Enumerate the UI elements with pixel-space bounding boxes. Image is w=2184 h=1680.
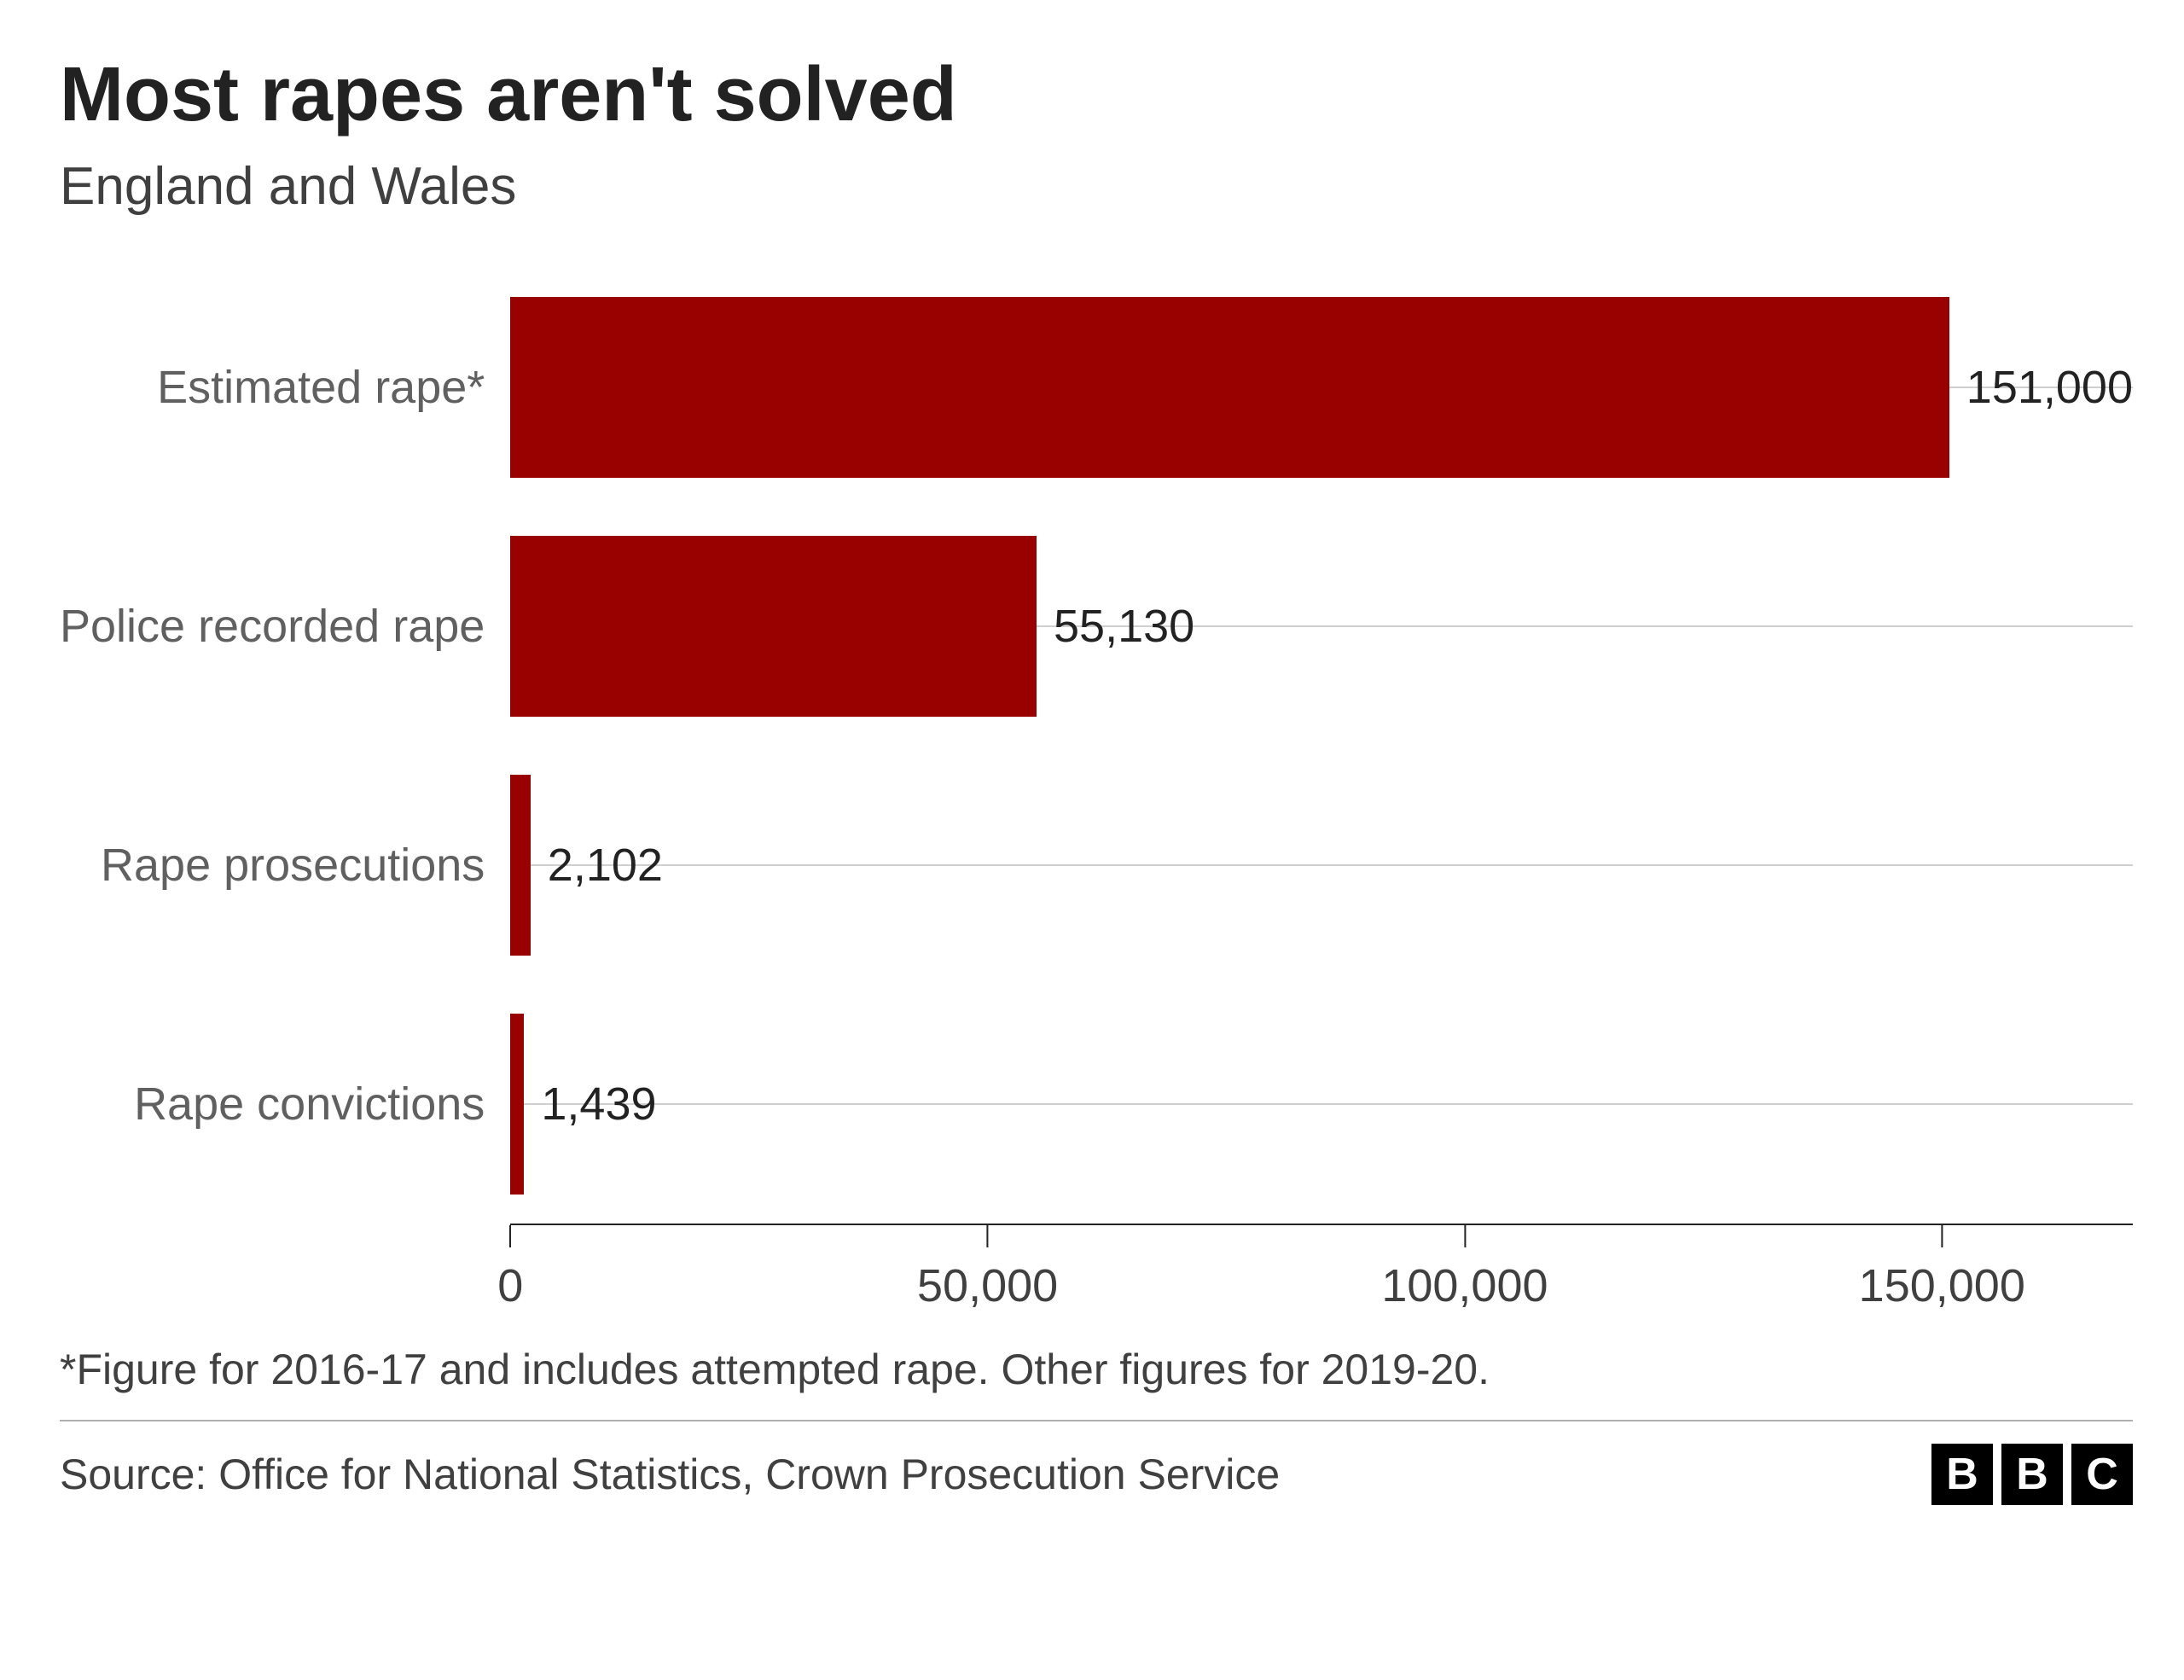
bar [510,297,1949,479]
x-tick-label: 50,000 [917,1259,1058,1312]
y-axis-label: Rape prosecutions [60,746,485,985]
bar-row: 1,439 [510,985,2133,1224]
bbc-logo-letter: B [2001,1444,2063,1505]
chart-footnote: *Figure for 2016-17 and includes attempt… [60,1345,2133,1394]
x-tick-mark [987,1225,989,1247]
footer-divider [60,1420,2133,1421]
source-row: Source: Office for National Statistics, … [60,1444,2133,1505]
plot-area: Estimated rape*Police recorded rapeRape … [60,268,2133,1319]
y-axis-label: Police recorded rape [60,507,485,746]
bar [510,536,1037,718]
gridline [510,1103,2133,1105]
x-tick-label: 150,000 [1859,1259,2025,1312]
bar-value-label: 1,439 [541,1078,656,1131]
y-axis-label: Rape convictions [60,985,485,1224]
bbc-logo: BBC [1931,1444,2133,1505]
gridline [510,864,2133,866]
source-text: Source: Office for National Statistics, … [60,1450,1280,1499]
x-axis-tick: 50,000 [917,1225,1058,1312]
chart-container: Most rapes aren't solved England and Wal… [0,0,2184,1680]
y-axis-label: Estimated rape* [60,268,485,507]
x-tick-label: 0 [497,1259,523,1312]
bar-row: 2,102 [510,746,2133,985]
x-axis-tick: 0 [497,1225,523,1312]
x-axis-ticks: 050,000100,000150,000 [510,1225,2133,1319]
chart-subtitle: England and Wales [60,156,2133,217]
bar-value-label: 55,130 [1054,600,1194,653]
bbc-logo-letter: C [2071,1444,2133,1505]
bars-stack: 151,000 55,130 2,102 1,439 [510,268,2133,1224]
x-axis-tick: 100,000 [1381,1225,1548,1312]
bar-value-label: 151,000 [1966,361,2133,414]
x-axis-tick: 150,000 [1859,1225,2025,1312]
y-axis-labels: Estimated rape*Police recorded rapeRape … [60,268,510,1319]
x-tick-mark [509,1225,511,1247]
x-tick-mark [1941,1225,1943,1247]
bar-row: 151,000 [510,268,2133,507]
bar-row: 55,130 [510,507,2133,746]
bar [510,1014,524,1195]
chart-title: Most rapes aren't solved [60,51,2133,139]
x-tick-label: 100,000 [1381,1259,1548,1312]
x-tick-mark [1464,1225,1466,1247]
bar [510,775,531,956]
bbc-logo-letter: B [1931,1444,1993,1505]
bars-region: 151,00055,1302,1021,439 050,000100,00015… [510,268,2133,1319]
bar-value-label: 2,102 [548,839,663,892]
